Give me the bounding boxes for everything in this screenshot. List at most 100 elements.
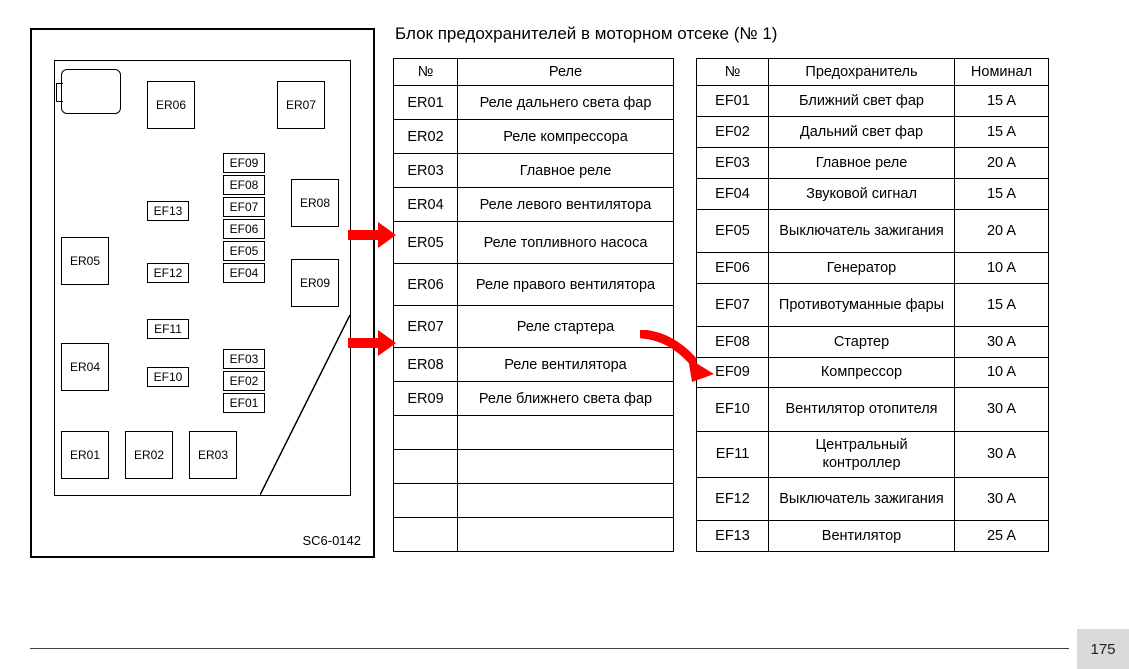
fuse-desc: Ближний свет фар xyxy=(769,86,955,117)
page-title: Блок предохранителей в моторном отсеке (… xyxy=(395,24,1049,44)
fuse-row: EF03Главное реле20 A xyxy=(697,147,1049,178)
relay-row: ER03Главное реле xyxy=(394,154,674,188)
relay-no: ER04 xyxy=(394,188,458,222)
fuse-amp: 20 A xyxy=(955,209,1049,252)
fuse-desc: Противотуманные фары xyxy=(769,283,955,326)
fuse-row: EF06Генератор10 A xyxy=(697,252,1049,283)
relay-row: ER01Реле дальнего света фар xyxy=(394,86,674,120)
relay-row: ER08Реле вентилятора xyxy=(394,348,674,382)
relay-desc: Главное реле xyxy=(458,154,674,188)
fuse-no: EF03 xyxy=(697,147,769,178)
fuse-desc: Вентилятор отопителя xyxy=(769,388,955,431)
fuse-no: EF09 xyxy=(697,357,769,388)
fuse-row: EF01Ближний свет фар15 A xyxy=(697,86,1049,117)
slot-er02: ER02 xyxy=(125,431,173,479)
slot-er07: ER07 xyxy=(277,81,325,129)
fuse-no: EF06 xyxy=(697,252,769,283)
slot-ef06: EF06 xyxy=(223,219,265,239)
fuse-desc: Вентилятор xyxy=(769,521,955,552)
relay-row: ER02Реле компрессора xyxy=(394,120,674,154)
relay-no: ER06 xyxy=(394,264,458,306)
slot-er05: ER05 xyxy=(61,237,109,285)
fuse-desc: Дальний свет фар xyxy=(769,116,955,147)
relay-col-desc: Реле xyxy=(458,59,674,86)
fusebox-diagram: ER06 ER07 ER08 ER09 ER05 ER04 ER01 ER02 ER03 EF13… xyxy=(30,28,375,558)
fuse-amp: 30 A xyxy=(955,478,1049,521)
diagram-inner-frame: ER06 ER07 ER08 ER09 ER05 ER04 ER01 ER02 ER03 EF13… xyxy=(54,60,351,496)
relay-row: ER07Реле стартера xyxy=(394,306,674,348)
fuse-desc: Выключатель зажигания xyxy=(769,478,955,521)
slot-ef05: EF05 xyxy=(223,241,265,261)
relay-no: ER05 xyxy=(394,222,458,264)
fuse-no: EF10 xyxy=(697,388,769,431)
slot-er08: ER08 xyxy=(291,179,339,227)
fuse-row: EF08Стартер30 A xyxy=(697,326,1049,357)
fuse-desc: Центральный контроллер xyxy=(769,431,955,478)
fuse-no: EF11 xyxy=(697,431,769,478)
fuse-amp: 25 A xyxy=(955,521,1049,552)
slot-ef02: EF02 xyxy=(223,371,265,391)
footer-rule xyxy=(30,648,1069,649)
fuse-row: EF10Вентилятор отопителя30 A xyxy=(697,388,1049,431)
relay-row-empty xyxy=(394,450,674,484)
fuse-no: EF08 xyxy=(697,326,769,357)
relay-desc: Реле левого вентилятора xyxy=(458,188,674,222)
fuse-row: EF09Компрессор10 A xyxy=(697,357,1049,388)
slot-ef13: EF13 xyxy=(147,201,189,221)
fuse-amp: 20 A xyxy=(955,147,1049,178)
slot-er06: ER06 xyxy=(147,81,195,129)
fuse-desc: Звуковой сигнал xyxy=(769,178,955,209)
fuse-amp: 15 A xyxy=(955,283,1049,326)
diagram-label: SC6-0142 xyxy=(302,533,361,548)
fuse-amp: 10 A xyxy=(955,357,1049,388)
fuse-col-no: № xyxy=(697,59,769,86)
fuse-no: EF07 xyxy=(697,283,769,326)
slot-er09: ER09 xyxy=(291,259,339,307)
slot-ef12: EF12 xyxy=(147,263,189,283)
page-number: 175 xyxy=(1077,629,1129,669)
fuse-row: EF04Звуковой сигнал15 A xyxy=(697,178,1049,209)
fuse-table: № Предохранитель Номинал EF01Ближний све… xyxy=(696,58,1049,552)
relay-no: ER09 xyxy=(394,382,458,416)
relay-desc: Реле вентилятора xyxy=(458,348,674,382)
fuse-desc: Главное реле xyxy=(769,147,955,178)
relay-table: № Реле ER01Реле дальнего света фарER02Ре… xyxy=(393,58,674,552)
fuse-col-amp: Номинал xyxy=(955,59,1049,86)
relay-desc: Реле правого вентилятора xyxy=(458,264,674,306)
fuse-row: EF07Противотуманные фары15 A xyxy=(697,283,1049,326)
slot-er03: ER03 xyxy=(189,431,237,479)
connector-shape xyxy=(61,69,121,114)
fuse-row: EF11Центральный контроллер30 A xyxy=(697,431,1049,478)
fuse-amp: 15 A xyxy=(955,86,1049,117)
fuse-no: EF05 xyxy=(697,209,769,252)
relay-col-no: № xyxy=(394,59,458,86)
relay-row-empty xyxy=(394,518,674,552)
relay-row-empty xyxy=(394,416,674,450)
relay-no: ER08 xyxy=(394,348,458,382)
slot-ef11: EF11 xyxy=(147,319,189,339)
slot-er04: ER04 xyxy=(61,343,109,391)
fuse-no: EF12 xyxy=(697,478,769,521)
fuse-amp: 15 A xyxy=(955,178,1049,209)
content-area: Блок предохранителей в моторном отсеке (… xyxy=(393,20,1049,558)
tables-wrap: № Реле ER01Реле дальнего света фарER02Ре… xyxy=(393,58,1049,552)
fuse-desc: Выключатель зажигания xyxy=(769,209,955,252)
fuse-desc: Стартер xyxy=(769,326,955,357)
relay-row: ER05Реле топливного насоса xyxy=(394,222,674,264)
fuse-row: EF02Дальний свет фар15 A xyxy=(697,116,1049,147)
slot-ef04: EF04 xyxy=(223,263,265,283)
slot-ef10: EF10 xyxy=(147,367,189,387)
fuse-no: EF02 xyxy=(697,116,769,147)
slot-er01: ER01 xyxy=(61,431,109,479)
relay-no: ER03 xyxy=(394,154,458,188)
fuse-row: EF12Выключатель зажигания30 A xyxy=(697,478,1049,521)
slot-ef09: EF09 xyxy=(223,153,265,173)
slot-ef03: EF03 xyxy=(223,349,265,369)
relay-desc: Реле стартера xyxy=(458,306,674,348)
fuse-amp: 10 A xyxy=(955,252,1049,283)
fuse-no: EF04 xyxy=(697,178,769,209)
fuse-amp: 15 A xyxy=(955,116,1049,147)
slot-ef08: EF08 xyxy=(223,175,265,195)
relay-desc: Реле топливного насоса xyxy=(458,222,674,264)
fuse-desc: Генератор xyxy=(769,252,955,283)
